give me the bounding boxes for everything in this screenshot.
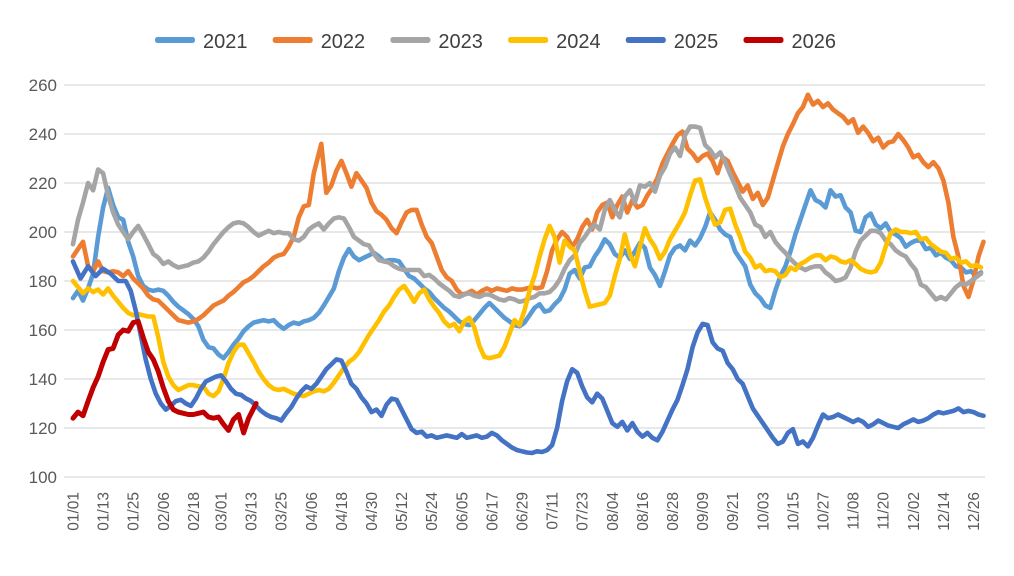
legend-item-2021: 2021 [155, 31, 248, 53]
x-tick-label: 01/13 [96, 492, 113, 531]
legend-label-2022: 2022 [321, 31, 366, 53]
series-line-2021 [70, 185, 984, 361]
x-tick-label: 10/15 [785, 492, 802, 531]
x-tick-label: 06/05 [454, 492, 471, 531]
x-tick-label: 06/17 [484, 492, 501, 531]
x-axis-labels: 01/01 01/13 01/25 02/06 02/18 03/01 03/13 03/25… [66, 492, 984, 531]
legend: 2021 2022 2023 2024 2025 2026 [155, 31, 836, 53]
x-tick-label: 09/09 [695, 492, 712, 531]
legend-label-2026: 2026 [792, 31, 837, 53]
y-tick-label: 220 [29, 174, 57, 193]
legend-swatch-2023 [390, 37, 431, 43]
legend-swatch-2022 [272, 37, 313, 43]
legend-item-2026: 2026 [743, 31, 837, 53]
legend-swatch-2024 [508, 37, 549, 43]
x-tick-label: 10/27 [816, 492, 833, 531]
y-tick-label: 140 [29, 370, 57, 389]
x-tick-label: 12/26 [966, 492, 983, 531]
y-tick-label: 100 [29, 468, 57, 487]
x-tick-label: 01/01 [66, 492, 83, 531]
series-line-2026 [70, 318, 259, 436]
gridlines [64, 84, 985, 478]
x-tick-label: 07/11 [545, 492, 562, 530]
x-tick-label: 02/06 [156, 492, 173, 531]
x-tick-label: 08/04 [605, 492, 622, 531]
legend-swatch-2025 [625, 37, 666, 43]
legend-swatch-2026 [743, 37, 784, 43]
y-tick-label: 200 [29, 223, 57, 242]
x-tick-label: 10/03 [755, 492, 772, 531]
legend-item-2025: 2025 [625, 31, 719, 53]
legend-label-2023: 2023 [438, 31, 483, 53]
legend-swatch-2021 [155, 37, 195, 43]
x-tick-label: 11/08 [846, 492, 863, 530]
legend-label-2025: 2025 [674, 31, 719, 53]
x-tick-label: 08/16 [635, 492, 652, 531]
y-tick-label: 180 [29, 272, 57, 291]
x-tick-label: 05/24 [424, 492, 441, 531]
x-tick-label: 03/01 [214, 492, 231, 531]
x-tick-label: 04/06 [304, 492, 321, 531]
x-tick-label: 06/29 [515, 492, 532, 531]
y-tick-label: 160 [29, 321, 57, 340]
x-tick-label: 03/13 [244, 492, 261, 531]
x-tick-label: 08/28 [665, 492, 682, 531]
x-tick-label: 01/25 [126, 492, 143, 531]
x-tick-label: 12/14 [936, 492, 953, 531]
x-tick-label: 11/20 [876, 492, 893, 530]
series-line-2022 [70, 92, 986, 325]
y-axis-labels: 100 120 140 160 180 200 220 240 260 [29, 76, 57, 487]
series-line-2025 [70, 259, 986, 456]
legend-item-2024: 2024 [508, 31, 601, 53]
legend-label-2024: 2024 [556, 31, 601, 53]
legend-item-2022: 2022 [272, 31, 366, 53]
x-tick-label: 02/18 [186, 492, 203, 531]
legend-item-2023: 2023 [390, 31, 483, 53]
x-tick-label: 03/25 [274, 492, 291, 531]
x-tick-label: 04/18 [334, 492, 351, 531]
series-line-2023 [70, 124, 984, 305]
legend-label-2021: 2021 [203, 31, 248, 53]
x-tick-label: 12/02 [906, 492, 923, 531]
y-tick-label: 260 [29, 76, 57, 95]
x-tick-label: 07/23 [575, 492, 592, 531]
x-tick-label: 09/21 [725, 492, 742, 531]
x-tick-label: 04/30 [364, 492, 381, 531]
x-tick-label: 05/12 [394, 492, 411, 531]
y-tick-label: 240 [29, 125, 57, 144]
y-tick-label: 120 [29, 419, 57, 438]
